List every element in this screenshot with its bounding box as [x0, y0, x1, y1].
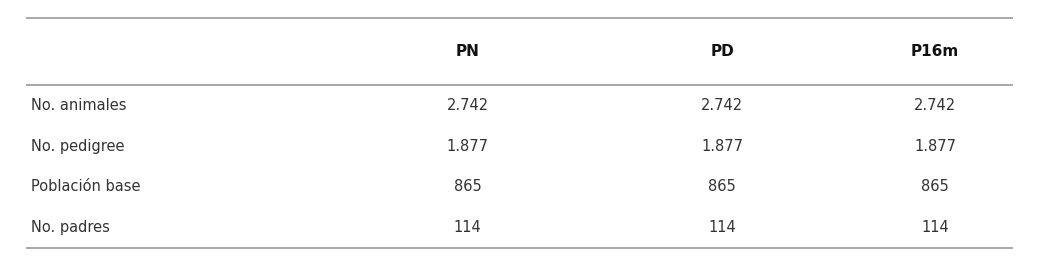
Text: 1.877: 1.877: [701, 139, 743, 154]
Text: 1.877: 1.877: [914, 139, 956, 154]
Text: P16m: P16m: [911, 44, 959, 59]
Text: 114: 114: [709, 220, 736, 235]
Text: PN: PN: [456, 44, 479, 59]
Text: 865: 865: [454, 179, 481, 194]
Text: 114: 114: [922, 220, 949, 235]
Text: 2.742: 2.742: [701, 98, 743, 113]
Text: 865: 865: [709, 179, 736, 194]
Text: PD: PD: [711, 44, 734, 59]
Text: 2.742: 2.742: [914, 98, 956, 113]
Text: 2.742: 2.742: [447, 98, 488, 113]
Text: 865: 865: [922, 179, 949, 194]
Text: 1.877: 1.877: [447, 139, 488, 154]
Text: 114: 114: [454, 220, 481, 235]
Text: No. padres: No. padres: [31, 220, 110, 235]
Text: No. pedigree: No. pedigree: [31, 139, 125, 154]
Text: Población base: Población base: [31, 179, 140, 194]
Text: No. animales: No. animales: [31, 98, 127, 113]
